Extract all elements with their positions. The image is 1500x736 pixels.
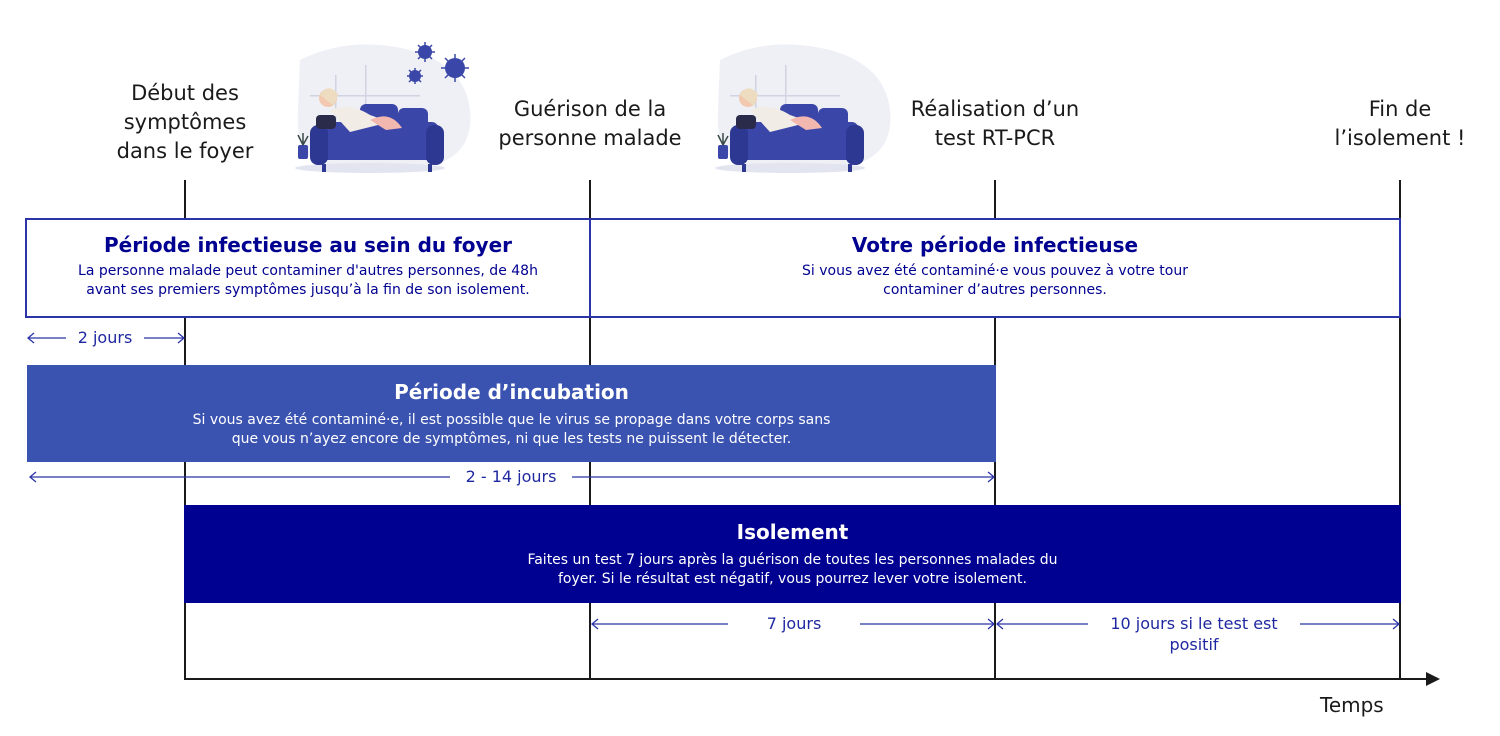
time-axis bbox=[184, 678, 1429, 680]
sick-person-on-couch-with-virus-icon bbox=[295, 42, 471, 173]
milestone-debut-symptomes: Début des symptômes dans le foyer bbox=[116, 81, 254, 163]
your-infectious-period-text: Si vous avez été contaminé·e vous pouvez… bbox=[802, 263, 1188, 298]
incubation-period-box: Période d’incubation Si vous avez été co… bbox=[27, 365, 996, 462]
milestone-guerison: Guérison de la personne malade bbox=[498, 97, 682, 150]
time-axis-label: Temps bbox=[1320, 693, 1384, 717]
seven-days-label: 7 jours bbox=[728, 613, 860, 634]
timeline-marker-fin bbox=[1399, 180, 1401, 680]
isolation-period-text: Faites un test 7 jours après la guérison… bbox=[527, 552, 1058, 587]
your-infectious-period-box: Votre période infectieuse Si vous avez é… bbox=[589, 218, 1401, 318]
foyer-infectious-period-box: Période infectieuse au sein du foyer La … bbox=[25, 218, 591, 318]
incubation-duration-label: 2 - 14 jours bbox=[450, 466, 572, 487]
incubation-period-text: Si vous avez été contaminé·e, il est pos… bbox=[192, 412, 831, 447]
isolation-period-box: Isolement Faites un test 7 jours après l… bbox=[184, 505, 1401, 603]
incubation-period-title: Période d’incubation bbox=[394, 380, 629, 404]
isolation-period-title: Isolement bbox=[736, 520, 849, 544]
ten-days-label: 10 jours si le test est positif bbox=[1088, 613, 1300, 655]
milestone-fin-isolement: Fin de l’isolement ! bbox=[1334, 97, 1466, 150]
two-days-label: 2 jours bbox=[66, 327, 144, 348]
foyer-infectious-period-text: La personne malade peut contaminer d'aut… bbox=[78, 263, 538, 298]
your-infectious-period-title: Votre période infectieuse bbox=[851, 233, 1139, 257]
foyer-infectious-period-title: Période infectieuse au sein du foyer bbox=[103, 233, 513, 257]
time-axis-arrowhead-icon bbox=[1426, 672, 1440, 686]
sick-person-on-couch-icon bbox=[715, 44, 891, 173]
milestone-test-rtpcr: Réalisation d’un test RT-PCR bbox=[910, 97, 1080, 150]
